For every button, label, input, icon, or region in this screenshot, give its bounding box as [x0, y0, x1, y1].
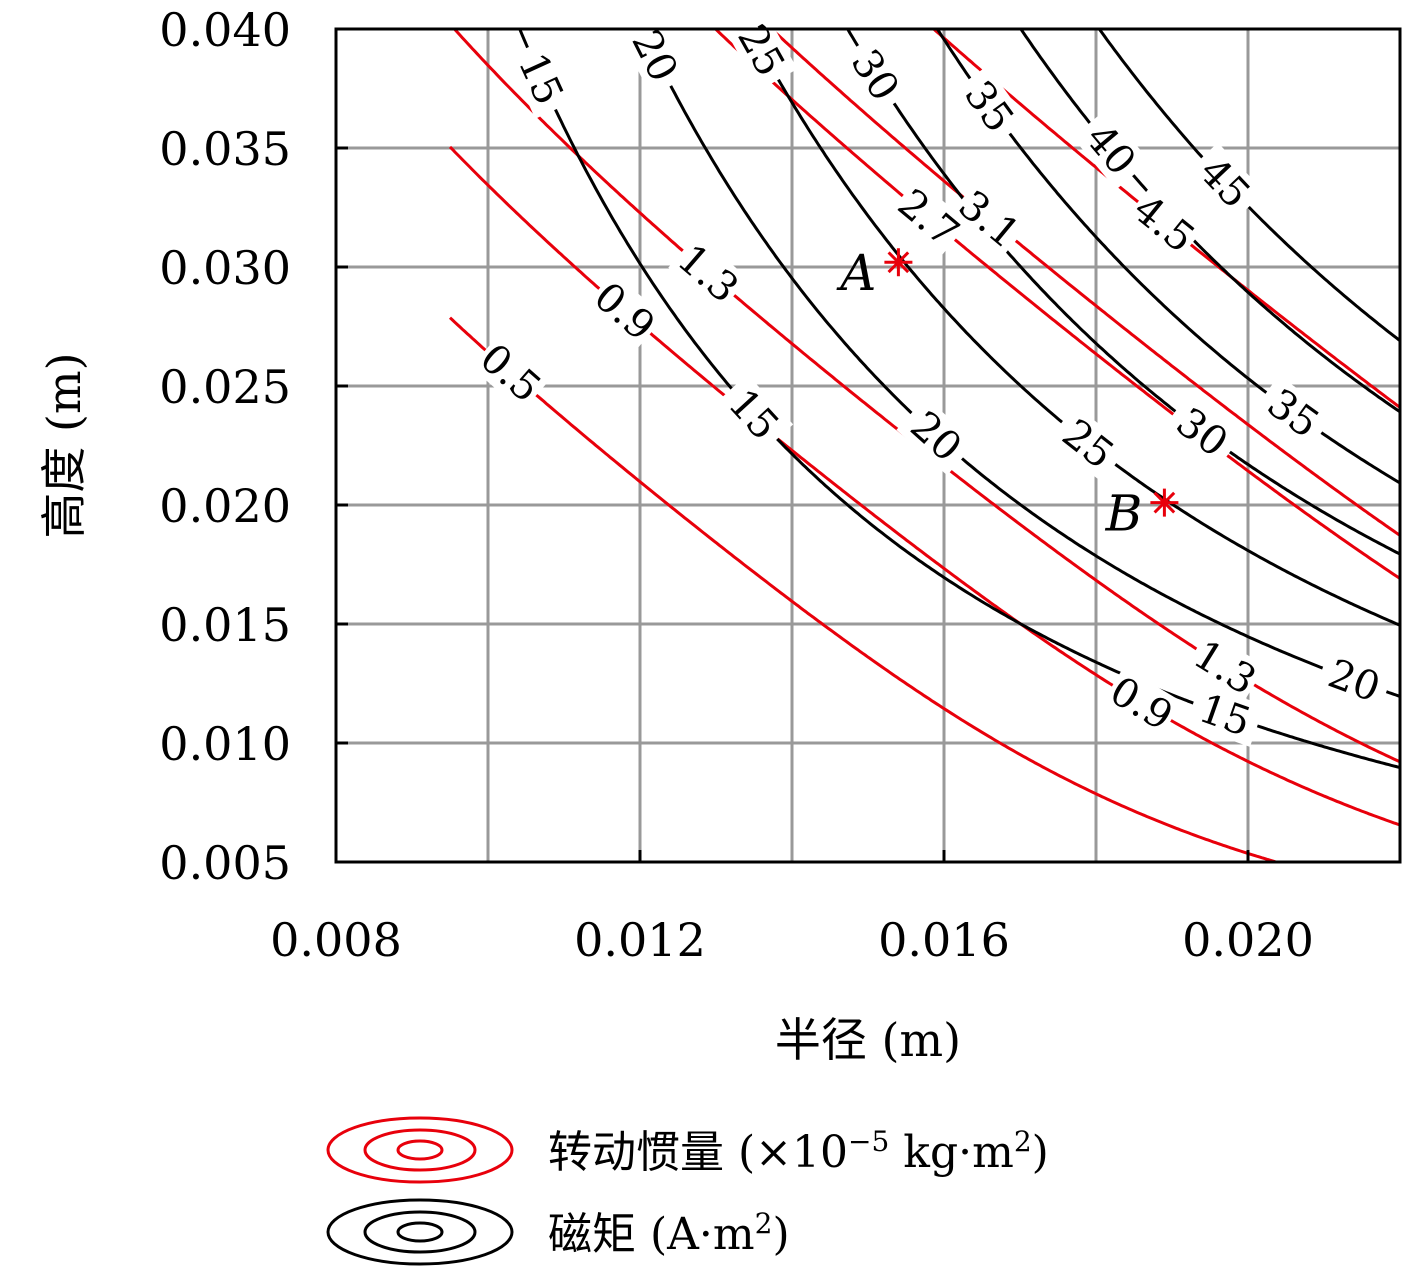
asterisk-stroke	[1153, 491, 1176, 514]
point-label-B: B	[1105, 485, 1143, 543]
contour-label-bg	[838, 34, 913, 116]
contour-label-bg	[1048, 405, 1129, 482]
contour-label-bg	[896, 397, 977, 476]
contour-label-bg	[668, 234, 749, 312]
x-tick-label: 0.016	[878, 913, 1010, 967]
y-tick-label: 0.010	[159, 717, 291, 771]
x-tick-label: 0.020	[1182, 913, 1314, 967]
contour-label-bg	[1253, 375, 1335, 451]
contour-label-bg	[620, 15, 691, 96]
contour-label-bg	[1185, 682, 1265, 747]
y-axis-label: 高度 (m)	[37, 352, 91, 538]
contour-label-bg	[507, 38, 576, 119]
legend-ellipse	[396, 1221, 444, 1243]
contour-label-bg	[949, 180, 1030, 258]
contour-label-bg	[470, 333, 551, 412]
legend-ellipse	[326, 1116, 514, 1184]
legend-ellipse	[396, 1139, 444, 1161]
y-tick-label: 0.020	[159, 479, 291, 533]
marked-points: AB	[836, 244, 1179, 543]
contour-line	[748, 29, 1400, 627]
ellipse-contour-icon	[326, 1198, 514, 1266]
contour-label-bg	[888, 179, 969, 257]
contour-label-bg	[1124, 184, 1205, 262]
y-tick-label: 0.005	[159, 836, 291, 890]
contour-label-bg	[1184, 630, 1266, 704]
contour-label-bg	[584, 272, 665, 351]
plot-frame	[334, 27, 1402, 864]
asterisk-stroke	[887, 251, 910, 274]
y-tick-label: 0.030	[159, 241, 291, 295]
legend-label-magnetic-moment: 磁矩 (A·m2)	[548, 1207, 790, 1261]
contour-label: 0.9	[1102, 668, 1180, 740]
legend-item-magnetic-moment: 磁矩 (A·m2)	[326, 1198, 790, 1266]
contour-label-bg	[1101, 666, 1183, 740]
contour-label-bg	[714, 374, 794, 455]
contour-line	[640, 29, 1400, 698]
ellipse-contour-icon	[326, 1116, 514, 1184]
y-tick-label: 0.035	[159, 122, 291, 176]
x-axis-label: 半径 (m)	[775, 1013, 961, 1067]
contour-line	[518, 29, 1400, 770]
legend-ellipse	[363, 1128, 477, 1172]
contour-label-bg	[1072, 109, 1150, 190]
contour-label-bg	[1185, 142, 1265, 223]
contour-label-bg	[1161, 394, 1243, 470]
y-tick-label: 0.025	[159, 360, 291, 414]
x-tick-label: 0.008	[270, 913, 402, 967]
legend-ellipse	[326, 1198, 514, 1266]
legend-item-moment-of-inertia: 转动惯量 (×10−5 kg·m2)	[326, 1116, 1049, 1184]
legend: 转动惯量 (×10−5 kg·m2) 磁矩 (A·m2)	[326, 1116, 1049, 1266]
legend-ellipse	[363, 1210, 477, 1254]
x-tick-label: 0.012	[574, 913, 706, 967]
point-label-A: A	[836, 244, 876, 302]
contour-label-bg	[1314, 647, 1394, 713]
axis-ticks: 0.008 0.012 0.016 0.020 0.005 0.010 0.015 0.020…	[159, 3, 1314, 967]
contour-label: 4.5	[1125, 186, 1203, 262]
y-tick-label: 0.040	[159, 3, 291, 57]
contour-line	[769, 29, 1400, 538]
contour-line	[713, 29, 1400, 581]
point-marker-B	[1150, 488, 1179, 517]
point-marker-A	[884, 248, 913, 277]
contour-label-bg	[951, 65, 1028, 147]
legend-label-moment-of-inertia: 转动惯量 (×10−5 kg·m2)	[548, 1125, 1049, 1179]
y-tick-label: 0.015	[159, 598, 291, 652]
contour-line	[935, 29, 1400, 485]
